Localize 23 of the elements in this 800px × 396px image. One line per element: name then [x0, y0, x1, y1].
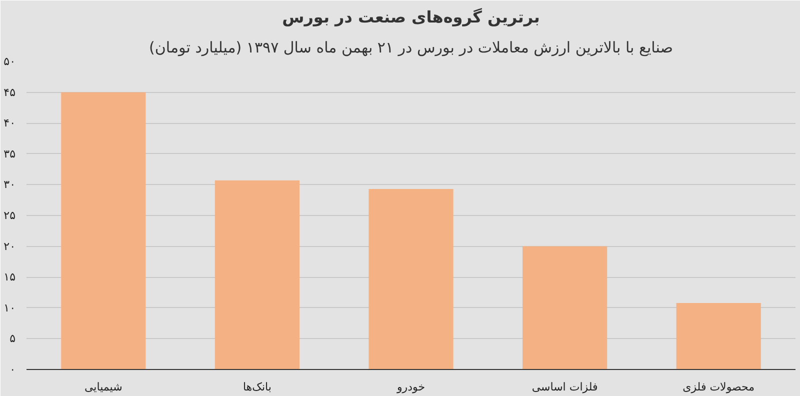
y-tick-label: ۳۵ — [4, 147, 16, 160]
y-tick-label: ۳۰ — [4, 178, 16, 192]
y-tick-label: ۵۰ — [4, 55, 16, 68]
y-tick-label: ۴۰ — [4, 116, 16, 130]
x-tick-label: خودرو — [396, 380, 426, 394]
bar — [214, 180, 300, 370]
x-tick-label: شیمیایی — [84, 380, 122, 394]
y-tick-label: ۲۰ — [4, 240, 16, 253]
bar — [522, 246, 608, 370]
x-tick-label: محصولات فلزی — [682, 380, 755, 394]
chart-title: برترین گروه‌های صنعت در بورس — [282, 8, 540, 26]
bar — [676, 302, 761, 370]
y-tick-label: ۵ — [10, 332, 16, 346]
x-tick-label: بانک‌ها — [242, 380, 272, 394]
bar — [61, 92, 146, 370]
y-tick-label: ۴۵ — [4, 86, 16, 99]
y-tick-label: ۱۵ — [4, 270, 16, 284]
chart-subtitle: صنایع با بالاترین ارزش معاملات در بورس در ۲۱ بهمن ماه سال ۱۳۹۷ (میلیارد تومان) — [149, 38, 673, 56]
bar — [368, 189, 454, 370]
y-tick-label: ۲۵ — [4, 209, 16, 222]
y-tick-label: ۰ — [10, 363, 16, 376]
y-tick-label: ۱۰ — [4, 301, 16, 314]
x-tick-label: فلزات اساسی — [532, 380, 598, 394]
